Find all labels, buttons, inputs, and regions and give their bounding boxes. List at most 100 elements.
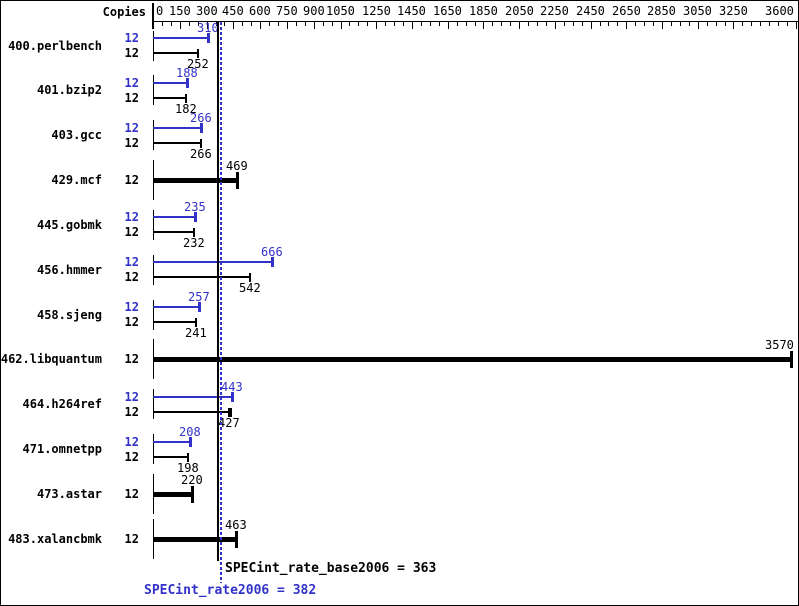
peak-value-label: 310 [197,21,219,35]
benchmark-name: 400.perlbench [8,39,102,53]
axis-tick-label: 2050 [505,4,534,18]
axis-minor-tick [635,22,636,26]
axis-minor-tick [349,22,350,26]
copies-label: 12 [124,532,139,546]
bar-base-end-tick [197,49,199,58]
baseline-tick [153,75,154,105]
base-metric-summary: SPECint_rate_base2006 = 363 [225,561,437,576]
axis-minor-tick [198,22,199,26]
axis-minor-tick [546,22,547,26]
peak-value-label: 266 [190,111,212,125]
baseline-tick [153,255,154,285]
axis-tick-label: 3250 [719,4,748,18]
axis-minor-tick [769,22,770,26]
axis-minor-tick [689,22,690,26]
bar-base-end-tick [195,318,197,327]
axis-minor-tick [305,22,306,26]
benchmark-name: 462.libquantum [0,352,102,366]
axis-minor-tick [573,22,574,26]
bar-value-label: 469 [226,159,248,173]
bar-base [153,321,196,323]
axis-minor-tick [224,22,225,26]
baseline-tick [153,210,154,240]
benchmark-name: 471.omnetpp [22,442,102,456]
base-value-label: 182 [175,102,197,116]
copies-label-base: 12 [124,315,139,329]
axis-major-tick [412,22,413,29]
benchmark-name: 445.gobmk [36,218,102,232]
bar-base-end-tick [187,453,189,462]
axis-minor-tick [716,22,717,26]
base-value-label: 232 [183,236,205,250]
axis-minor-tick [242,22,243,26]
axis-minor-tick [385,22,386,26]
peak-value-label: 188 [176,66,198,80]
copies-label-peak: 12 [124,300,139,314]
bar-peak-end-tick [271,257,274,267]
copies-label-peak: 12 [124,121,139,135]
benchmark-name: 456.hmmer [36,263,102,277]
axis-minor-tick [617,22,618,26]
axis-major-tick [207,22,208,29]
axis-minor-tick [251,22,252,26]
baseline-tick [153,300,154,330]
axis-minor-tick [787,22,788,26]
axis-minor-tick [671,22,672,26]
bar-peak-end-tick [186,78,189,88]
axis-minor-tick [760,22,761,26]
axis-major-tick [626,22,627,29]
bar-single [153,178,237,183]
axis-tick-label: 1450 [397,4,426,18]
bar-peak-end-tick [200,123,203,133]
bar-peak-end-tick [198,302,201,312]
axis-major-tick [376,22,377,29]
base-value-label: 266 [190,147,212,161]
bar-base-run-tick [230,408,232,417]
axis-minor-tick [189,22,190,26]
axis-minor-tick [608,22,609,26]
peak-value-label: 208 [179,425,201,439]
axis-major-tick [314,22,315,29]
copies-label-peak: 12 [124,210,139,224]
baseline-tick [153,31,154,61]
peak-value-label: 257 [188,290,210,304]
baseline-tick [153,434,154,464]
axis-minor-tick [644,22,645,26]
axis-minor-tick [466,22,467,26]
copies-label: 12 [124,352,139,366]
bar-peak [153,261,272,263]
copies-label: 12 [124,173,139,187]
bar-end-tick [236,172,239,189]
bar-value-label: 3570 [765,338,794,352]
axis-tick-label: 2450 [576,4,605,18]
bar-end-tick [191,486,194,503]
benchmark-name: 403.gcc [51,128,102,142]
copies-column-header: Copies [102,5,146,19]
bar-base [153,97,186,99]
axis-minor-tick [653,22,654,26]
bar-single [153,492,192,497]
axis-tick-label: 750 [276,4,298,18]
axis-tick-label: 1050 [326,4,355,18]
axis-minor-tick [323,22,324,26]
axis-major-tick [180,22,181,29]
axis-minor-tick [332,22,333,26]
axis-minor-tick [510,22,511,26]
axis-major-tick [662,22,663,29]
axis-major-tick [796,22,797,29]
bar-base [153,142,201,144]
axis-major-tick [233,22,234,29]
peak-value-label: 235 [184,200,206,214]
bar-peak [153,82,187,84]
benchmark-name: 458.sjeng [36,308,102,322]
axis-tick-label: 3050 [683,4,712,18]
axis-major-tick [555,22,556,29]
axis-minor-tick [725,22,726,26]
axis-tick-label: 450 [222,4,244,18]
baseline-tick [153,389,154,419]
bar-base [153,52,198,54]
axis-major-tick [591,22,592,29]
axis-tick-label: 600 [249,4,271,18]
axis-minor-tick [358,22,359,26]
